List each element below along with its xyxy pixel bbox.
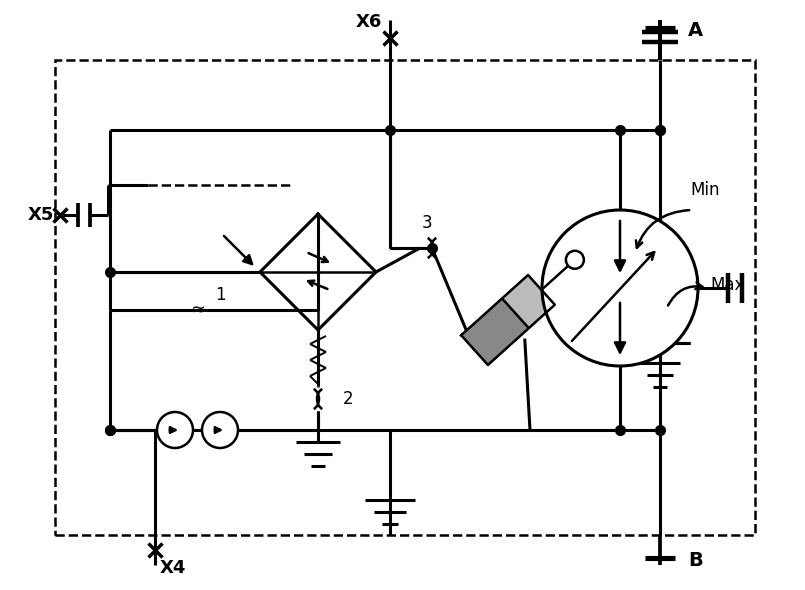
Text: 1: 1	[215, 286, 225, 304]
Text: 2: 2	[343, 390, 353, 408]
Text: ≈: ≈	[191, 301, 205, 319]
Circle shape	[157, 412, 193, 448]
Text: X4: X4	[160, 559, 187, 577]
Text: X5: X5	[28, 206, 55, 224]
Polygon shape	[502, 275, 555, 328]
Circle shape	[202, 412, 238, 448]
Text: Max: Max	[710, 276, 745, 294]
Polygon shape	[461, 275, 555, 365]
Circle shape	[566, 251, 584, 269]
Text: Min: Min	[690, 181, 720, 199]
Text: B: B	[688, 550, 703, 569]
Text: A: A	[688, 21, 703, 40]
Circle shape	[542, 210, 698, 366]
Bar	[55, 60, 755, 535]
Text: X6: X6	[356, 13, 382, 31]
Text: 3: 3	[422, 214, 432, 232]
